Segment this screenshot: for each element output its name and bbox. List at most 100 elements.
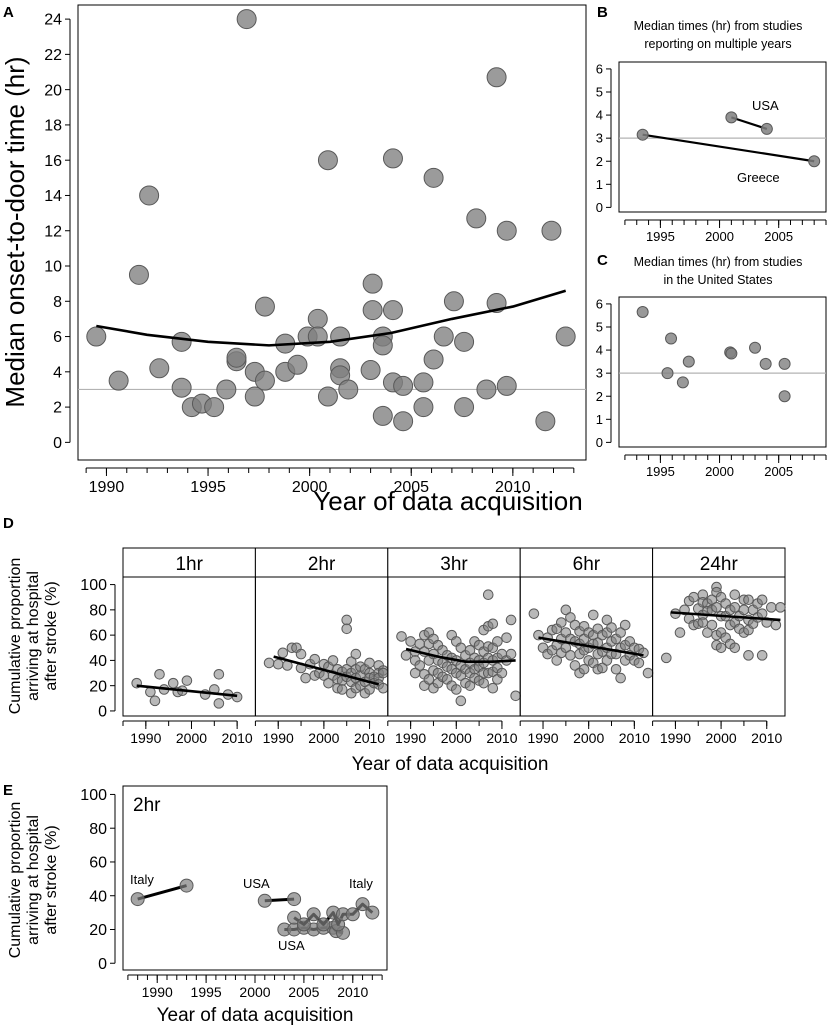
panel-d-facet-6hr-x-tick-label: 2000 — [573, 730, 604, 746]
panel-d-facet-24hr-x-tick-label: 2000 — [706, 730, 737, 746]
panel-e-facet-title: 2hr — [133, 795, 161, 816]
panel-d-facet-6hr-data-point — [642, 667, 654, 679]
panel-e-y-tick-label: 40 — [89, 888, 107, 905]
panel-a-data-point — [454, 331, 475, 352]
panel-d-facet-24hr-data-point — [770, 619, 782, 631]
panel-d-facet-2hr-data-point — [295, 648, 307, 660]
panel-e-series-italy-3-data-point — [287, 910, 302, 925]
panel-d-facet-3hr-data-point — [396, 631, 407, 642]
panel-d-facet-1hr-data-point — [167, 677, 179, 689]
panel-a-data-point — [128, 264, 149, 285]
panel-d-facet-24hr: 24hr 1990 2000 2010 — [652, 547, 786, 746]
panel-e-ylabel-line-2: arriving at hospital — [25, 815, 42, 945]
panel-a-y-tick-label: 12 — [44, 223, 62, 240]
panel-d-facet-24hr-data-point — [660, 652, 672, 664]
panel-a-y-tick-label: 24 — [44, 12, 62, 29]
panel-b-y-tick-label: 4 — [596, 108, 603, 123]
panel-a-data-point — [476, 379, 497, 400]
panel-b-lines — [642, 116, 815, 163]
panel-d-axes: 0 20 40 60 80 100 — [80, 577, 116, 721]
panel-d-facet-6hr-data-point — [578, 663, 590, 675]
panel-d-facet-2hr-data-point — [309, 653, 321, 665]
panel-d-facet-6hr-data-point — [587, 609, 599, 621]
panel-c-title-line-1: Median times (hr) from studies — [634, 255, 803, 269]
panel-d-facet-3hr: 3hr 1990 2000 2010 — [387, 547, 521, 746]
panel-c-data-point — [665, 332, 678, 345]
panel-d-facet-2hr-x-tick-label: 2010 — [354, 730, 385, 746]
panel-d-facet-6hr-data-point — [601, 614, 613, 626]
panel-d-facet-24hr-strip-label: 24hr — [700, 554, 739, 575]
panel-a-x-tick-label: 1990 — [89, 479, 125, 496]
panel-b-usa-data-point — [760, 122, 773, 135]
panel-b-x-tick-label: 2005 — [764, 229, 793, 244]
panel-b-y-tick-label: 0 — [596, 200, 603, 215]
panel-d-facet-3hr-data-point — [450, 684, 462, 695]
panel-d-facet-2hr-data-point — [377, 667, 389, 679]
panel-d-y-tick-label: 0 — [98, 704, 107, 721]
panel-e-ylabel-line-3: after stroke (%) — [43, 825, 60, 934]
panel-a-y-tick-label: 8 — [53, 294, 62, 311]
panel-d-facet-24hr-data-point — [766, 602, 777, 613]
panel-a-data-point — [496, 220, 517, 241]
panel-b-title-line-1: Median times (hr) from studies — [634, 19, 803, 33]
panel-d-facets: 1hr 1990 2000 2010 2hr 1990 2000 2010 3hr 1990 200… — [122, 547, 786, 746]
panel-d-facet-3hr-data-point — [501, 632, 512, 643]
panel-e-axes: 0 20 40 60 80 100 1990 1995 2000 2005 2010 — [80, 787, 383, 1000]
panel-d-facet-24hr-data-point — [743, 594, 754, 606]
panel-c-data-point — [682, 355, 695, 368]
panel-d-facet-3hr-data-point — [505, 648, 517, 660]
panel-d-facet-2hr-trend-line — [273, 655, 380, 686]
panel-c-axes: 0 1 2 3 4 5 6 1995 2000 2005 — [596, 296, 827, 479]
panel-a-data-point — [236, 9, 257, 30]
panel-a-data-point — [86, 326, 107, 347]
panel-d-facet-2hr-data-point — [263, 657, 275, 669]
panel-d-facet-3hr-x-tick-label: 2010 — [486, 730, 517, 746]
panel-d-facet-1hr-data-point — [213, 698, 225, 709]
panel-d-facet-1hr-x-tick-label: 2010 — [222, 730, 253, 746]
panel-d-facet-3hr-x-tick-label: 2000 — [441, 730, 472, 746]
panel-d-xlabel: Year of data acquisition — [352, 754, 549, 775]
panel-c-data-point — [749, 341, 762, 354]
panel-b-label-greece: Greece — [737, 170, 780, 185]
panel-b-label-usa: USA — [752, 98, 779, 113]
panel-a-y-tick-label: 10 — [44, 259, 62, 276]
panel-c-title-line-2: in the United States — [663, 273, 772, 287]
panel-e-xlabel: Year of data acquisition — [157, 1005, 354, 1026]
panel-d-facet-24hr-data-point — [711, 602, 722, 613]
panel-b-points — [636, 111, 821, 168]
panel-c-x-tick-label: 2005 — [764, 464, 793, 479]
panel-d-facet-6hr-data-point — [619, 619, 631, 631]
panel-d-facet-24hr-data-point — [738, 604, 750, 616]
panel-c-frame — [618, 296, 827, 448]
panel-b-letter: B — [597, 4, 608, 21]
panel-a-data-point — [486, 67, 507, 88]
panel-a-data-point — [433, 326, 454, 347]
panel-d-facet-2hr-data-point — [272, 658, 284, 670]
panel-d-facet-24hr-data-point — [729, 589, 741, 600]
panel-a-data-point — [254, 296, 275, 317]
panel-a-data-point — [330, 326, 351, 347]
panel-d-facet-24hr-data-point — [729, 602, 741, 613]
panel-d-facet-2hr-data-point — [350, 648, 362, 660]
panel-c: Median times (hr) from studies in the Un… — [596, 255, 827, 479]
panel-a-data-point — [317, 150, 338, 171]
panel-e: 2hr 0 20 40 60 80 100 1990 1995 2000 2005 2010 Ita… — [7, 785, 388, 1026]
panel-e-series-italy-0-line — [137, 884, 187, 901]
panel-d-facet-3hr-data-point — [423, 674, 435, 685]
panel-b-y-tick-label: 2 — [596, 154, 603, 169]
panel-e-y-tick-label: 100 — [80, 787, 107, 804]
panel-d-facet-1hr-data-point — [231, 691, 243, 703]
panel-d-facet-1hr: 1hr 1990 2000 2010 — [122, 547, 256, 746]
panel-a-y-tick-label: 22 — [44, 47, 62, 64]
panel-d-facet-6hr-data-point — [565, 612, 576, 623]
panel-d-facet-6hr-data-point — [610, 663, 622, 675]
panel-b-axes: 0 1 2 3 4 5 6 1995 2000 2005 — [596, 61, 827, 244]
panel-e-x-tick-label: 1990 — [142, 984, 173, 1000]
panel-d-facet-1hr-data-point — [149, 695, 161, 707]
panel-a-data-point — [338, 379, 359, 400]
panel-e-series-usa-1-data-point — [287, 892, 302, 907]
panel-d-facet-3hr-data-point — [464, 680, 476, 691]
panel-d-facet-6hr-data-point — [551, 655, 563, 666]
panel-b-greece-data-point — [636, 128, 649, 141]
panel-e-series-italy-0-data-point — [130, 892, 145, 907]
